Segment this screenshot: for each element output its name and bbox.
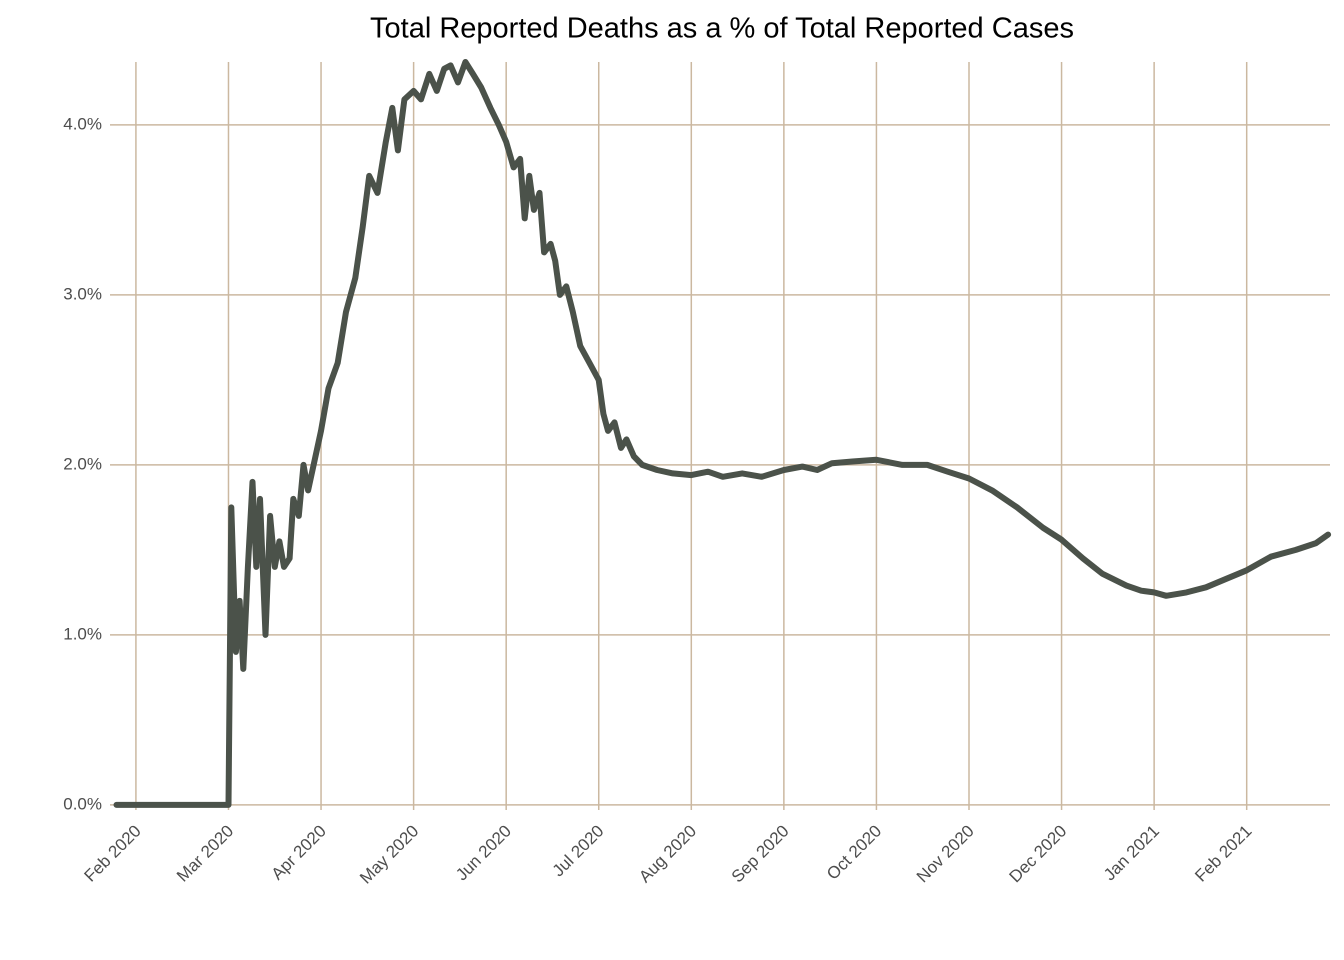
x-tick-label: Oct 2020 — [823, 821, 885, 883]
chart-title: Total Reported Deaths as a % of Total Re… — [370, 13, 1074, 45]
y-tick-label: 3.0% — [63, 284, 102, 303]
y-tick-label: 4.0% — [63, 114, 102, 133]
x-tick-label: May 2020 — [356, 821, 422, 887]
data-line — [113, 59, 1332, 808]
x-tick-label: Apr 2020 — [268, 821, 330, 883]
x-tick-label: Nov 2020 — [913, 821, 978, 886]
x-tick-label: Jul 2020 — [549, 821, 608, 880]
x-tick-label: Jun 2020 — [452, 821, 515, 884]
x-tick-label: Jan 2021 — [1100, 821, 1163, 884]
x-tick-label: Dec 2020 — [1005, 821, 1070, 886]
x-tick-label: Mar 2020 — [173, 821, 237, 885]
x-tick-label: Feb 2021 — [1191, 821, 1255, 885]
y-tick-label: 1.0% — [63, 624, 102, 643]
x-tick-label: Aug 2020 — [635, 821, 700, 886]
x-tick-label: Feb 2020 — [81, 821, 145, 885]
x-tick-label: Sep 2020 — [728, 821, 793, 886]
y-tick-label: 0.0% — [63, 794, 102, 813]
y-tick-label: 2.0% — [63, 454, 102, 473]
